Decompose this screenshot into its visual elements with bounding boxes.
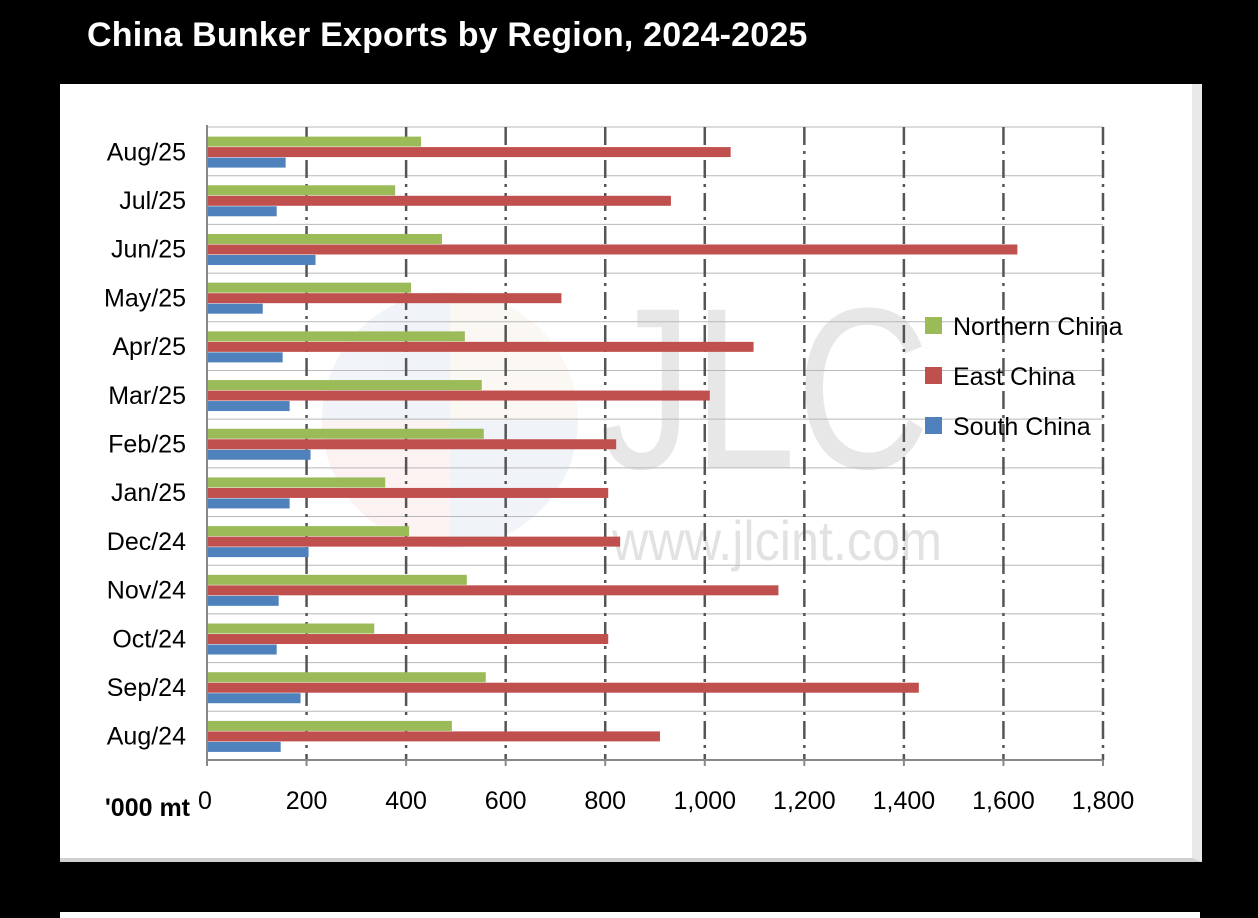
legend-swatch xyxy=(925,317,942,334)
bar-northern-china xyxy=(207,623,375,634)
x-tick-label: 0 xyxy=(198,787,212,815)
x-axis-unit-label: '000 mt xyxy=(105,794,191,822)
x-tick-label: 200 xyxy=(286,787,328,815)
category-label: Sep/24 xyxy=(107,674,186,702)
x-tick-label: 800 xyxy=(584,787,626,815)
bar-south-china xyxy=(207,157,286,168)
category-label: Oct/24 xyxy=(112,625,186,653)
x-tick-label: 1,800 xyxy=(1072,787,1135,815)
gridlines xyxy=(207,126,1105,761)
legend-swatch xyxy=(925,367,942,384)
bar-northern-china xyxy=(207,331,465,342)
bars xyxy=(207,136,1018,752)
category-label: Aug/24 xyxy=(107,723,186,751)
bar-northern-china xyxy=(207,233,442,244)
bar-south-china xyxy=(207,449,311,460)
bar-northern-china xyxy=(207,672,486,683)
legend-item-east-china: East China xyxy=(925,363,1075,391)
legend-swatch xyxy=(925,417,942,434)
title-bar xyxy=(60,0,1192,84)
bar-east-china xyxy=(207,585,779,596)
bar-south-china xyxy=(207,254,316,265)
chart-title: China Bunker Exports by Region, 2024-202… xyxy=(87,16,808,54)
category-label: May/25 xyxy=(104,284,186,312)
bar-south-china xyxy=(207,401,290,412)
bar-south-china xyxy=(207,595,279,606)
category-label: Jan/25 xyxy=(111,479,186,507)
bar-east-china xyxy=(207,487,609,498)
x-tick-label: 1,400 xyxy=(873,787,936,815)
bar-south-china xyxy=(207,206,277,217)
axes xyxy=(206,125,1104,766)
bar-northern-china xyxy=(207,477,386,488)
x-tick-label: 400 xyxy=(385,787,427,815)
category-label: Dec/24 xyxy=(107,528,186,556)
category-label: Mar/25 xyxy=(108,382,186,410)
watermark-logo xyxy=(322,292,578,548)
bar-south-china xyxy=(207,693,301,704)
bar-south-china xyxy=(207,498,290,509)
x-tick-label: 1,600 xyxy=(972,787,1035,815)
bar-east-china xyxy=(207,293,562,304)
bar-east-china xyxy=(207,731,660,742)
bar-east-china xyxy=(207,341,754,352)
bar-northern-china xyxy=(207,282,412,293)
category-labels: Aug/25 Jul/25 Jun/25 May/25 Apr/25 Mar/25 Feb/… xyxy=(104,138,186,750)
bar-east-china xyxy=(207,390,710,401)
bar-northern-china xyxy=(207,380,482,391)
watermark-url: www.jlcint.com xyxy=(611,509,942,572)
legend-label: Northern China xyxy=(953,313,1123,341)
bar-south-china xyxy=(207,547,309,558)
x-tick-label: 600 xyxy=(485,787,527,815)
bar-northern-china xyxy=(207,526,410,537)
bar-east-china xyxy=(207,634,609,645)
bar-northern-china xyxy=(207,185,396,196)
bar-south-china xyxy=(207,352,283,363)
bar-northern-china xyxy=(207,136,422,147)
category-label: Jul/25 xyxy=(119,187,186,215)
watermark-logo-text: JLC xyxy=(600,260,930,517)
category-label: Jun/25 xyxy=(111,236,186,264)
bar-east-china xyxy=(207,195,671,206)
bar-east-china xyxy=(207,147,731,158)
x-tick-label: 1,000 xyxy=(673,787,736,815)
legend-label: East China xyxy=(953,363,1075,391)
category-label: Apr/25 xyxy=(112,333,186,361)
legend-item-northern-china: Northern China xyxy=(925,313,1123,341)
category-label: Nov/24 xyxy=(107,577,186,605)
bar-east-china xyxy=(207,439,617,450)
legend-item-south-china: South China xyxy=(925,413,1091,441)
bar-east-china xyxy=(207,244,1018,255)
bar-east-china xyxy=(207,536,621,547)
category-label: Aug/25 xyxy=(107,138,186,166)
bar-south-china xyxy=(207,741,281,752)
bar-south-china xyxy=(207,303,263,314)
bar-east-china xyxy=(207,682,919,693)
bar-south-china xyxy=(207,644,277,655)
x-tick-labels: 0 200 400 600 800 1,000 1,200 1,400 1,600 1,800 '0… xyxy=(105,787,1134,822)
bottom-divider xyxy=(60,912,1200,918)
legend-label: South China xyxy=(953,413,1091,441)
bar-northern-china xyxy=(207,428,484,439)
bar-northern-china xyxy=(207,720,452,731)
legend: Northern China East China South China xyxy=(925,313,1123,441)
category-label: Feb/25 xyxy=(108,431,186,459)
x-tick-label: 1,200 xyxy=(773,787,836,815)
bar-northern-china xyxy=(207,574,467,585)
